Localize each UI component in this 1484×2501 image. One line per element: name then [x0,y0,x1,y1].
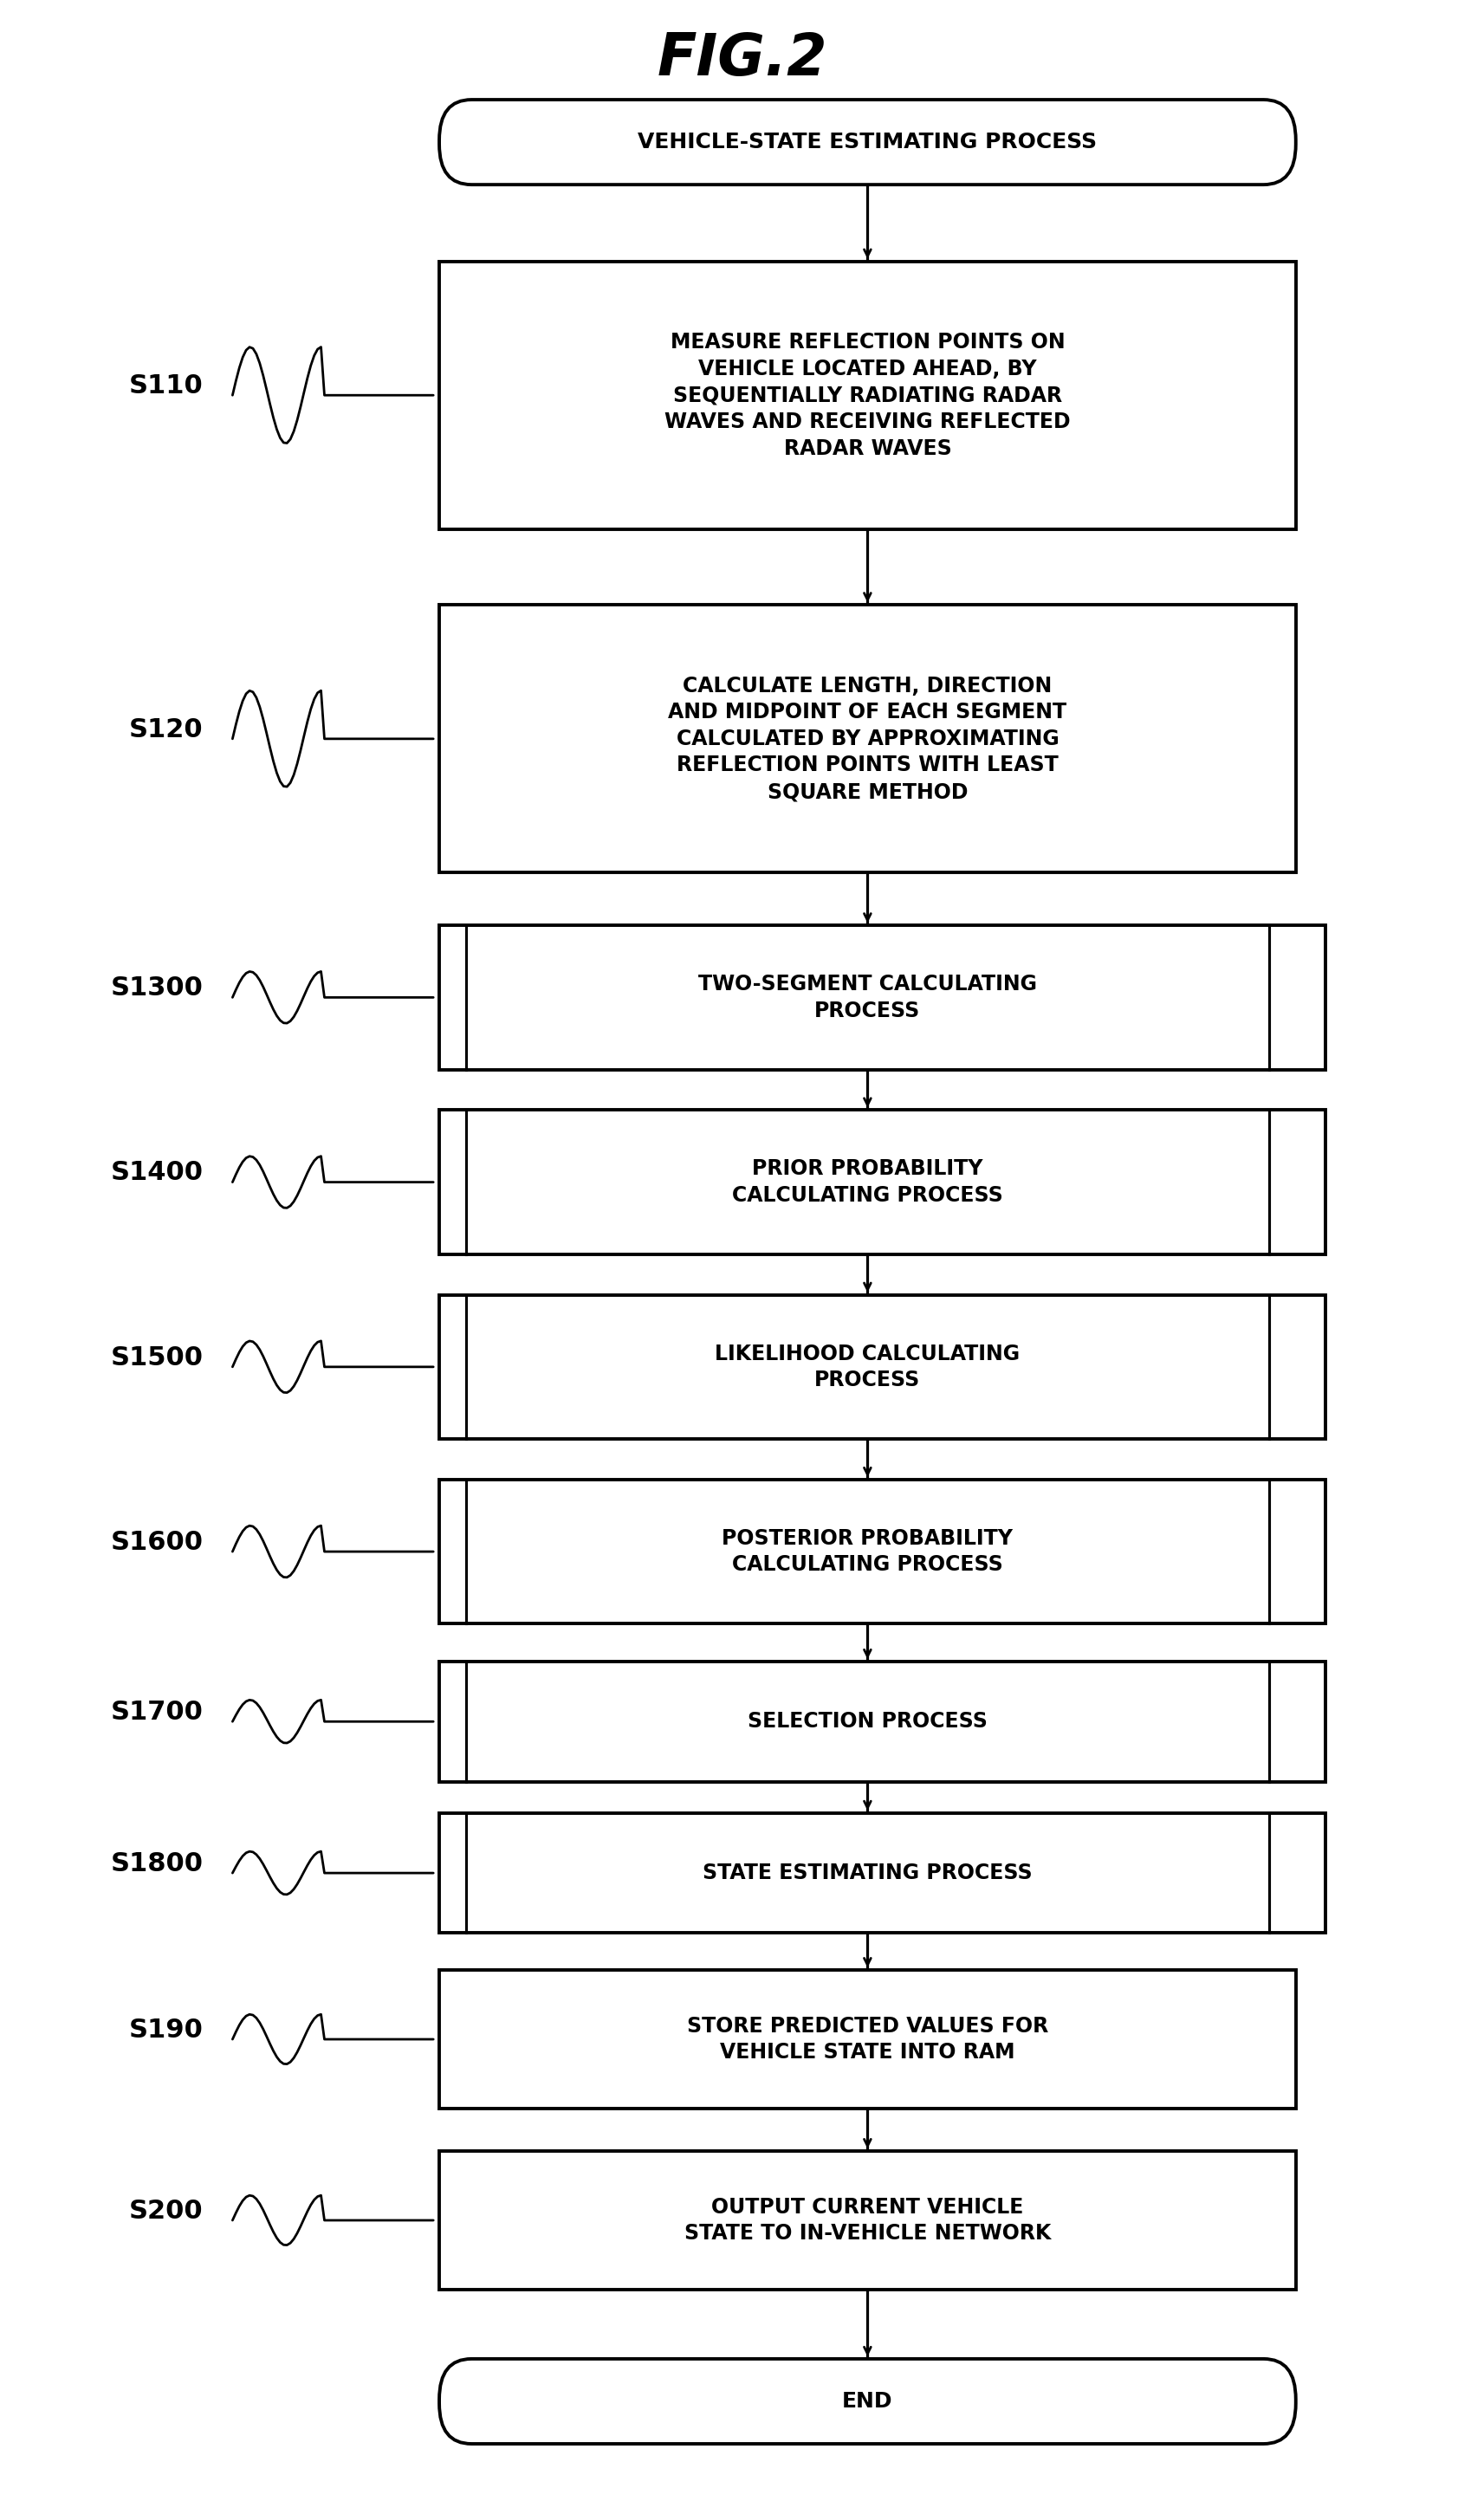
Bar [439,2151,1296,2288]
Text: S1300: S1300 [110,975,203,1000]
Text: OUTPUT CURRENT VEHICLE
STATE TO IN-VEHICLE NETWORK: OUTPUT CURRENT VEHICLE STATE TO IN-VEHIC… [684,2196,1051,2243]
Text: S1600: S1600 [110,1531,203,1556]
Text: S200: S200 [129,2198,203,2223]
Text: TWO-SEGMENT CALCULATING
PROCESS: TWO-SEGMENT CALCULATING PROCESS [697,973,1037,1020]
Text: SELECTION PROCESS: SELECTION PROCESS [748,1711,987,1733]
Bar [439,605,1296,873]
Text: S1700: S1700 [110,1701,203,1726]
Text: FIG.2: FIG.2 [657,30,827,88]
Text: PRIOR PROBABILITY
CALCULATING PROCESS: PRIOR PROBABILITY CALCULATING PROCESS [732,1158,1003,1205]
Text: S1500: S1500 [110,1346,203,1371]
Bar [439,1110,1325,1253]
Text: CALCULATE LENGTH, DIRECTION
AND MIDPOINT OF EACH SEGMENT
CALCULATED BY APPROXIMA: CALCULATE LENGTH, DIRECTION AND MIDPOINT… [668,675,1067,803]
Text: POSTERIOR PROBABILITY
CALCULATING PROCESS: POSTERIOR PROBABILITY CALCULATING PROCES… [723,1528,1014,1576]
Bar [439,1813,1325,1933]
Text: S1800: S1800 [110,1851,203,1876]
Text: S1400: S1400 [110,1160,203,1185]
Text: S110: S110 [129,373,203,398]
Text: MEASURE REFLECTION POINTS ON
VEHICLE LOCATED AHEAD, BY
SEQUENTIALLY RADIATING RA: MEASURE REFLECTION POINTS ON VEHICLE LOC… [665,333,1070,458]
Bar [439,1661,1325,1781]
Text: S120: S120 [129,718,203,743]
Text: STORE PREDICTED VALUES FOR
VEHICLE STATE INTO RAM: STORE PREDICTED VALUES FOR VEHICLE STATE… [687,2016,1048,2063]
Bar [439,1296,1325,1438]
Bar [439,1481,1325,1623]
Bar [439,260,1296,530]
Bar [439,925,1325,1070]
Text: STATE ESTIMATING PROCESS: STATE ESTIMATING PROCESS [702,1863,1033,1883]
Text: LIKELIHOOD CALCULATING
PROCESS: LIKELIHOOD CALCULATING PROCESS [715,1343,1020,1391]
FancyBboxPatch shape [439,2358,1296,2443]
Text: S190: S190 [129,2018,203,2043]
Text: END: END [843,2391,893,2411]
Bar [439,1971,1296,2108]
Text: VEHICLE-STATE ESTIMATING PROCESS: VEHICLE-STATE ESTIMATING PROCESS [638,133,1097,153]
FancyBboxPatch shape [439,100,1296,185]
